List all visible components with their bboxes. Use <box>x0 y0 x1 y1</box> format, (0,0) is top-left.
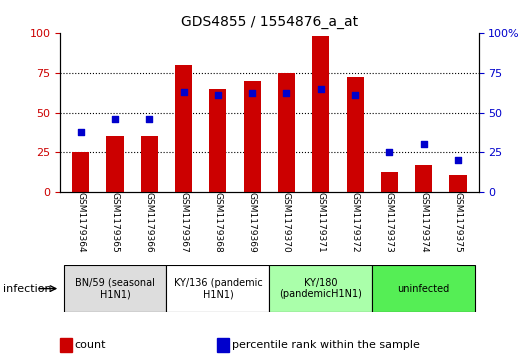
Text: BN/59 (seasonal
H1N1): BN/59 (seasonal H1N1) <box>75 278 155 299</box>
Text: GSM1179366: GSM1179366 <box>145 192 154 253</box>
Text: GSM1179368: GSM1179368 <box>213 192 222 253</box>
Text: uninfected: uninfected <box>397 284 450 294</box>
Text: percentile rank within the sample: percentile rank within the sample <box>232 340 419 350</box>
Text: GSM1179375: GSM1179375 <box>453 192 462 253</box>
Text: GSM1179364: GSM1179364 <box>76 192 85 253</box>
Bar <box>415 165 432 192</box>
Bar <box>278 73 295 192</box>
Bar <box>141 136 158 192</box>
FancyBboxPatch shape <box>166 265 269 312</box>
Bar <box>244 81 261 192</box>
Title: GDS4855 / 1554876_a_at: GDS4855 / 1554876_a_at <box>181 15 358 29</box>
Text: GSM1179365: GSM1179365 <box>110 192 120 253</box>
Text: GSM1179374: GSM1179374 <box>419 192 428 253</box>
Text: GSM1179370: GSM1179370 <box>282 192 291 253</box>
Bar <box>347 77 363 192</box>
Point <box>351 92 359 98</box>
Point <box>76 129 85 135</box>
Bar <box>449 175 467 192</box>
Point <box>179 89 188 95</box>
Point <box>385 150 394 155</box>
Text: GSM1179371: GSM1179371 <box>316 192 325 253</box>
Bar <box>72 152 89 192</box>
Point <box>214 92 222 98</box>
Point <box>145 116 153 122</box>
FancyBboxPatch shape <box>372 265 475 312</box>
Point <box>111 116 119 122</box>
Text: KY/180
(pandemicH1N1): KY/180 (pandemicH1N1) <box>279 278 362 299</box>
Point <box>419 142 428 147</box>
Point <box>454 158 462 163</box>
Bar <box>107 136 123 192</box>
Bar <box>209 89 226 192</box>
FancyBboxPatch shape <box>64 265 166 312</box>
Bar <box>175 65 192 192</box>
Point <box>316 86 325 91</box>
Text: GSM1179372: GSM1179372 <box>350 192 360 253</box>
Text: KY/136 (pandemic
H1N1): KY/136 (pandemic H1N1) <box>174 278 262 299</box>
Text: infection: infection <box>3 284 51 294</box>
Point <box>282 90 291 96</box>
Text: GSM1179367: GSM1179367 <box>179 192 188 253</box>
Bar <box>381 172 398 192</box>
FancyBboxPatch shape <box>269 265 372 312</box>
Point <box>248 90 256 96</box>
Text: GSM1179369: GSM1179369 <box>248 192 257 253</box>
Bar <box>312 36 329 192</box>
Text: GSM1179373: GSM1179373 <box>385 192 394 253</box>
Text: count: count <box>75 340 106 350</box>
